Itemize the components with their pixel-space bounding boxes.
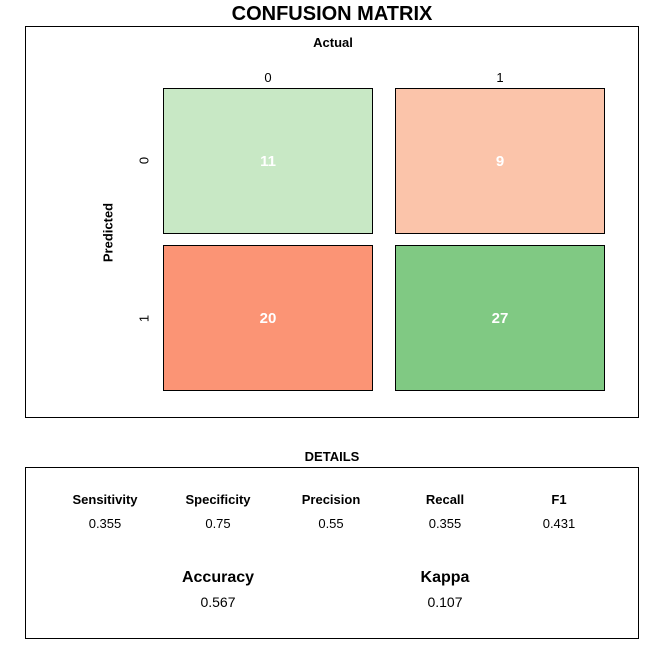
cell-value: 11 <box>260 152 276 170</box>
metric-label-precision: Precision <box>301 492 361 507</box>
cell-value: 20 <box>259 309 277 327</box>
metric-value-specificity: 0.75 <box>205 516 231 531</box>
matrix-cell-p1-a0: 20 <box>163 245 373 391</box>
metric-label-recall: Recall <box>425 492 465 507</box>
confusion-matrix-panel: Actual 0 1 0 1 Predicted 11 9 20 27 <box>25 26 639 418</box>
x-tick-label-0: 0 <box>264 70 272 85</box>
x-axis-label: Actual <box>313 35 353 50</box>
details-title: DETAILS <box>304 449 360 464</box>
x-tick-label-1: 1 <box>496 70 504 85</box>
matrix-cell-p0-a1: 9 <box>395 88 605 234</box>
summary-value-accuracy: 0.567 <box>200 594 236 610</box>
metric-value-recall: 0.355 <box>428 516 462 531</box>
chart-title: CONFUSION MATRIX <box>231 3 433 25</box>
metric-label-sensitivity: Sensitivity <box>72 492 138 507</box>
metric-label-specificity: Specificity <box>185 492 251 507</box>
y-tick-label-1: 1 <box>136 314 152 323</box>
metric-label-f1: F1 <box>551 492 567 507</box>
metric-value-sensitivity: 0.355 <box>88 516 122 531</box>
summary-label-kappa: Kappa <box>420 569 470 586</box>
metric-value-precision: 0.55 <box>318 516 344 531</box>
matrix-cell-p1-a1: 27 <box>395 245 605 391</box>
summary-label-accuracy: Accuracy <box>181 569 255 586</box>
cell-value: 27 <box>491 309 509 327</box>
cell-value: 9 <box>495 152 505 170</box>
details-panel: Sensitivity 0.355 Specificity 0.75 Preci… <box>25 467 639 639</box>
y-axis-label: Predicted <box>100 202 116 263</box>
summary-value-kappa: 0.107 <box>427 594 463 610</box>
metric-value-f1: 0.431 <box>542 516 576 531</box>
matrix-cell-p0-a0: 11 <box>163 88 373 234</box>
y-tick-label-0: 0 <box>136 156 152 165</box>
